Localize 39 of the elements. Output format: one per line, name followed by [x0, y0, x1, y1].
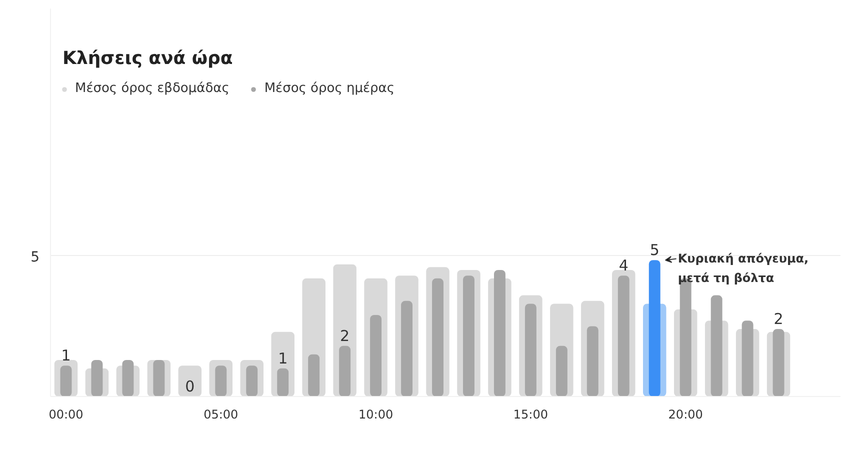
bar	[648, 260, 660, 396]
data-label: 1	[278, 349, 288, 368]
data-label: 5	[650, 241, 660, 260]
bar	[524, 304, 536, 396]
bar	[556, 346, 568, 396]
bar	[153, 360, 165, 396]
bar	[178, 366, 202, 396]
x-tick-label: 20:00	[668, 408, 703, 422]
text: Κλήσεις ανά ώρα	[62, 48, 233, 69]
bar	[586, 326, 598, 396]
x-tick-label: 10:00	[358, 408, 394, 422]
data-label: 4	[618, 256, 628, 275]
data-label: 2	[774, 310, 784, 328]
data-label: 1	[61, 346, 71, 365]
bar	[122, 360, 134, 396]
data-label: 2	[340, 326, 350, 345]
legend-label: Μέσος όρος εβδομάδας	[75, 81, 230, 96]
bar	[246, 366, 258, 396]
x-tick-label: 00:00	[48, 408, 84, 422]
bar	[432, 278, 444, 396]
bar	[710, 295, 722, 396]
bar	[339, 346, 351, 396]
bar	[60, 366, 72, 396]
x-tick-label: 05:00	[204, 408, 238, 422]
bar	[463, 276, 474, 396]
bar	[772, 329, 784, 396]
bar	[370, 314, 382, 396]
bar	[91, 360, 103, 396]
bar	[494, 270, 506, 396]
bar	[742, 320, 754, 396]
x-tick-label: 15:00	[513, 408, 548, 422]
bar	[277, 368, 289, 396]
bar	[215, 366, 227, 396]
bar	[308, 354, 320, 396]
bar	[618, 276, 630, 396]
data-label: 0	[185, 378, 195, 396]
bar	[401, 300, 413, 396]
legend-label: Μέσος όρος ημέρας	[264, 81, 394, 96]
annotation: Κυριακή απόγευμα, μετά τη βόλτα	[678, 251, 809, 285]
